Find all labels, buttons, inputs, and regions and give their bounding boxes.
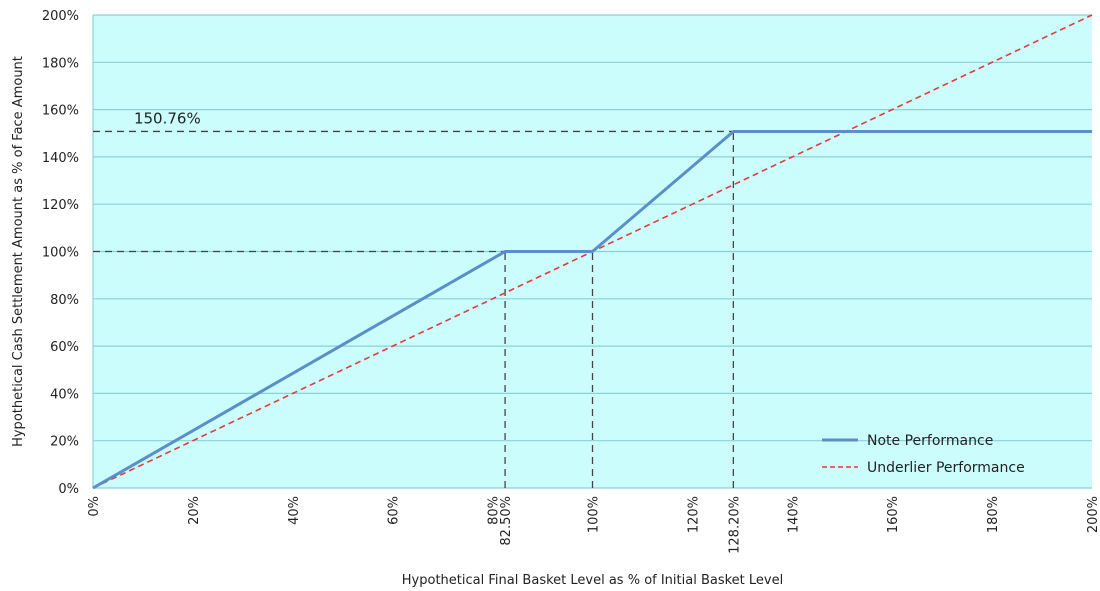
series-lines — [92, 14, 1093, 490]
x-tick-label-7: 120% — [686, 496, 701, 533]
y-tick-label-3: 60% — [50, 340, 79, 355]
x-tick-label-3: 60% — [387, 496, 402, 525]
x-tick-label-4: 80% — [487, 496, 502, 525]
y-tick-label-4: 80% — [50, 293, 79, 308]
reference-lines — [93, 130, 735, 488]
legend-label-1: Underlier Performance — [867, 460, 1025, 476]
x-tick-label-12: 200% — [1086, 496, 1100, 533]
y-tick-label-8: 160% — [42, 104, 79, 119]
x-tick-label-8: 128.20% — [727, 496, 742, 554]
y-tick-label-10: 200% — [42, 9, 79, 24]
x-axis-title: Hypothetical Final Basket Level as % of … — [402, 573, 783, 588]
annotations: 150.76% — [134, 109, 201, 127]
y-tick-label-1: 20% — [50, 435, 79, 450]
y-tick-label-6: 120% — [42, 198, 79, 213]
y-tick-label-2: 40% — [50, 387, 79, 402]
tick-labels: 0% 20% 40% 60% 80% 100% 120% 140% 160% 180% 200% 0%… — [42, 9, 1100, 554]
annotation-0: 150.76% — [134, 109, 201, 127]
legend-label-0: Note Performance — [867, 433, 993, 449]
x-tick-label-2: 40% — [287, 496, 302, 525]
x-tick-label-0: 0% — [87, 496, 102, 517]
x-tick-label-11: 180% — [986, 496, 1001, 533]
y-tick-label-9: 180% — [42, 56, 79, 71]
x-tick-label-9: 140% — [786, 496, 801, 533]
x-tick-label-5: 82.50% — [499, 496, 514, 546]
y-tick-label-7: 140% — [42, 151, 79, 166]
x-tick-label-6: 100% — [587, 496, 602, 533]
legend: Note Performance Underlier Performance — [822, 433, 1025, 476]
x-tick-label-10: 160% — [886, 496, 901, 533]
y-tick-label-5: 100% — [42, 246, 79, 261]
y-tick-label-0: 0% — [58, 482, 79, 497]
series-line-0 — [92, 130, 1092, 490]
y-axis-title: Hypothetical Cash Settlement Amount as %… — [11, 56, 26, 447]
x-tick-label-1: 20% — [187, 496, 202, 525]
